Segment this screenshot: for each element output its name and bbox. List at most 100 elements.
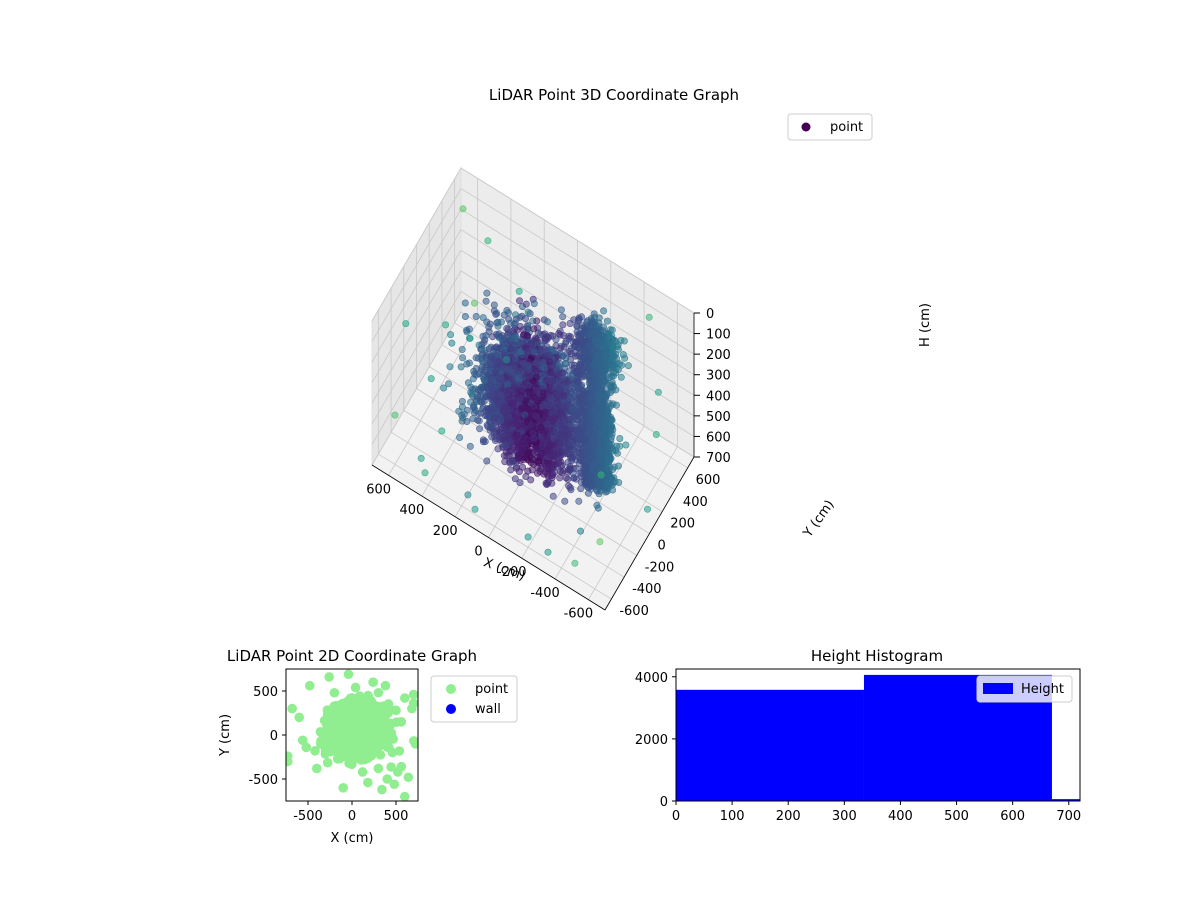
z-tick-label: 700: [706, 451, 731, 466]
point-3d: [510, 398, 518, 406]
point-3d: [522, 300, 530, 308]
point-3d: [479, 332, 487, 340]
point-3d: [557, 306, 565, 314]
point-3d: [493, 330, 501, 338]
point-3d: [530, 348, 538, 356]
point-3d: [512, 355, 520, 363]
point-3d: [552, 342, 560, 350]
point-3d: [494, 381, 502, 389]
point-3d: [614, 462, 622, 470]
point-3d: [617, 373, 625, 381]
point-3d: [543, 318, 551, 326]
point-3d: [499, 424, 507, 432]
point-3d: [545, 351, 553, 359]
grid-line-z: [371, 167, 695, 322]
point-3d: [490, 301, 498, 309]
z-tick-label: 200: [706, 348, 731, 363]
point-3d: [499, 407, 507, 415]
point-3d: [540, 358, 548, 366]
point-3d: [588, 482, 596, 490]
point-3d: [589, 435, 597, 443]
point-3d: [564, 441, 572, 449]
point-3d: [446, 363, 454, 371]
point-3d: [507, 319, 515, 327]
point-3d: [459, 354, 467, 362]
point-3d: [518, 387, 526, 395]
point-3d: [515, 297, 523, 305]
point-3d: [479, 314, 487, 322]
point-3d: [549, 450, 557, 458]
point-3d: [569, 453, 577, 461]
point-3d: [461, 299, 469, 307]
point-3d: [616, 442, 624, 450]
point-3d: [456, 433, 464, 441]
point-3d: [501, 442, 509, 450]
point-3d: [483, 289, 491, 297]
point-3d: [487, 374, 495, 382]
point-3d: [512, 464, 520, 472]
point-3d: [445, 380, 453, 388]
y-tick-label: 200: [670, 517, 695, 532]
point-3d: [564, 378, 572, 386]
point-3d: [516, 364, 524, 372]
point-3d: [523, 348, 531, 356]
point-3d: [563, 449, 571, 457]
point-3d: [565, 416, 573, 424]
point-3d: [494, 400, 502, 408]
point-3d: [530, 403, 538, 411]
chart-3d-points: [391, 205, 662, 567]
point-3d: [575, 497, 583, 505]
point-3d: [474, 386, 482, 394]
point-3d: [543, 480, 551, 488]
point-3d: [559, 424, 567, 432]
point-3d: [488, 353, 496, 361]
point-3d: [491, 406, 499, 414]
point-3d: [511, 475, 519, 483]
point-3d: [496, 391, 504, 399]
point-3d: [562, 474, 570, 482]
point-3d: [465, 325, 473, 333]
y-tick-label: 400: [683, 495, 708, 510]
point-3d: [541, 364, 549, 372]
point-3d: [562, 360, 570, 368]
z-tick-label: 100: [706, 328, 731, 343]
point-3d: [455, 407, 463, 415]
point-3d: [584, 441, 592, 449]
point-3d: [475, 417, 483, 425]
point-3d: [549, 427, 557, 435]
point-3d: [457, 363, 465, 371]
point-3d: [576, 393, 584, 401]
point-3d: [524, 449, 532, 457]
point-3d: [514, 443, 522, 451]
point-3d: [561, 431, 569, 439]
point-3d: [605, 458, 613, 466]
chart-3d-title: LiDAR Point 3D Coordinate Graph: [489, 86, 739, 104]
point-3d: [526, 310, 534, 318]
point-3d: [540, 370, 548, 378]
point-3d: [598, 428, 606, 436]
z-tick-label: 0: [706, 307, 714, 322]
point-3d: [559, 321, 567, 329]
point-3d: [525, 365, 533, 373]
point-3d: [504, 395, 512, 403]
point-3d: [599, 447, 607, 455]
point-3d: [536, 346, 544, 354]
point-3d: [559, 412, 567, 420]
chart-3d: LiDAR Point 3D Coordinate Graph -600-400…: [366, 86, 933, 622]
point-3d: [514, 454, 522, 462]
point-3d: [472, 312, 480, 320]
x-tick-label: 400: [400, 503, 425, 518]
point-3d: [463, 360, 471, 368]
point-3d: [527, 459, 535, 467]
y-tick-label: -200: [645, 560, 675, 575]
point-3d: [558, 468, 566, 476]
z-tick-label: 400: [706, 389, 731, 404]
point-3d: [593, 501, 601, 509]
point-3d: [585, 420, 593, 428]
x-tick-label: -600: [564, 607, 594, 622]
grid-line-z: [371, 229, 695, 383]
point-3d: [578, 400, 586, 408]
point-3d: [615, 478, 623, 486]
point-3d: [552, 336, 560, 344]
chart-3d-ticks: -600-400-2000200400600-600-400-200020040…: [366, 307, 731, 622]
